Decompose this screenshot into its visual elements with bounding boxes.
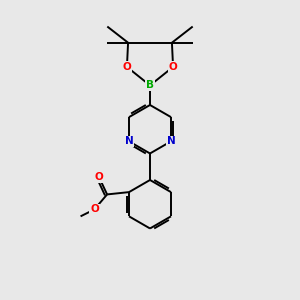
Text: O: O: [94, 172, 103, 182]
Text: O: O: [90, 204, 99, 214]
Text: B: B: [146, 80, 154, 90]
Text: O: O: [122, 62, 131, 72]
Text: O: O: [169, 62, 178, 72]
Text: N: N: [124, 136, 134, 146]
Text: N: N: [167, 136, 176, 146]
